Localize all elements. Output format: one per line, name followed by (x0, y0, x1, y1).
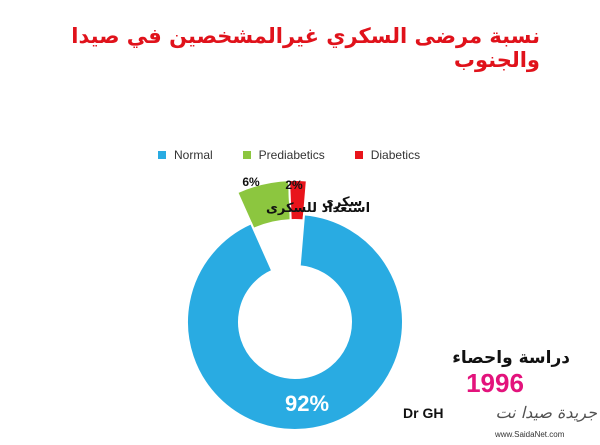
legend-swatch-diabetics (354, 151, 363, 159)
annotation-diabetics: سكرى (322, 195, 362, 210)
legend-item-normal: Normal (158, 148, 213, 162)
author-credit: Dr GH (403, 405, 444, 421)
legend-label-diabetics: Diabetics (370, 148, 421, 162)
watermark-url: www.SaidaNet.com (495, 430, 565, 439)
data-label-normal: 92% (285, 391, 329, 416)
legend-label-normal: Normal (174, 148, 213, 162)
legend-swatch-normal (158, 151, 166, 159)
data-label-prediabetics: 6% (242, 175, 260, 189)
data-label-diabetics: 2% (285, 178, 303, 192)
watermark-logo-text: جريدة صيدا نت (495, 403, 597, 422)
legend-label-prediabetics: Prediabetics (258, 148, 325, 162)
annotation-prediabetics: استعداد للسكرى (266, 201, 370, 216)
study-year: 1996 (466, 368, 524, 398)
legend-swatch-prediabetics (242, 151, 251, 159)
chart-title: نسبة مرضى السكري غيرالمشخصين في صيدا وال… (71, 24, 540, 72)
study-note: دراسة واحصاء (452, 348, 570, 368)
legend-item-prediabetics: Prediabetics (242, 148, 325, 162)
chart-legend: Normal Prediabetics Diabetics (158, 148, 450, 162)
legend-item-diabetics: Diabetics (354, 148, 421, 162)
slice-normal (186, 213, 404, 431)
